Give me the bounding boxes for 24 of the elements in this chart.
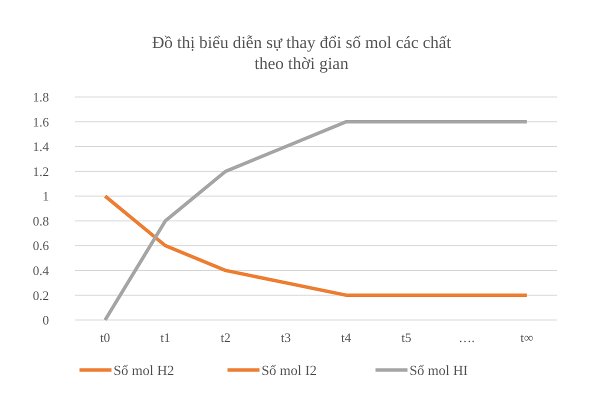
y-tick-label: 0	[42, 312, 49, 328]
x-tick-label: t1	[160, 330, 170, 345]
y-tick-label: 1.2	[32, 164, 49, 179]
x-tick-label: t3	[280, 330, 291, 345]
y-tick-label: 0.8	[32, 213, 49, 228]
y-tick-label: 0.4	[32, 262, 50, 278]
x-tick-label: ….	[458, 330, 475, 345]
y-tick-label: 0.6	[32, 238, 50, 254]
x-tick-label: t∞	[520, 330, 534, 345]
x-tick-label: t5	[401, 330, 412, 345]
legend-label: Số mol I2	[262, 364, 317, 379]
y-tick-label: 1.4	[32, 139, 50, 154]
legend-label: Số mol H2	[114, 364, 174, 379]
y-tick-label: 1	[42, 188, 49, 204]
x-tick-label: t2	[220, 330, 231, 345]
line-series	[103, 120, 529, 322]
x-tick-label: t0	[100, 330, 110, 345]
y-tick-label: 1.6	[32, 114, 50, 130]
legend-label: Số mol HI	[410, 364, 468, 379]
x-tick-label: t4	[341, 330, 352, 345]
chart-title: Đồ thị biểu diễn sự thay đổi số mol các chất theo thời gian	[152, 33, 452, 73]
y-tick-label: 1.8	[32, 90, 49, 105]
y-tick-label: 0.2	[32, 288, 49, 303]
line-series	[103, 194, 529, 297]
